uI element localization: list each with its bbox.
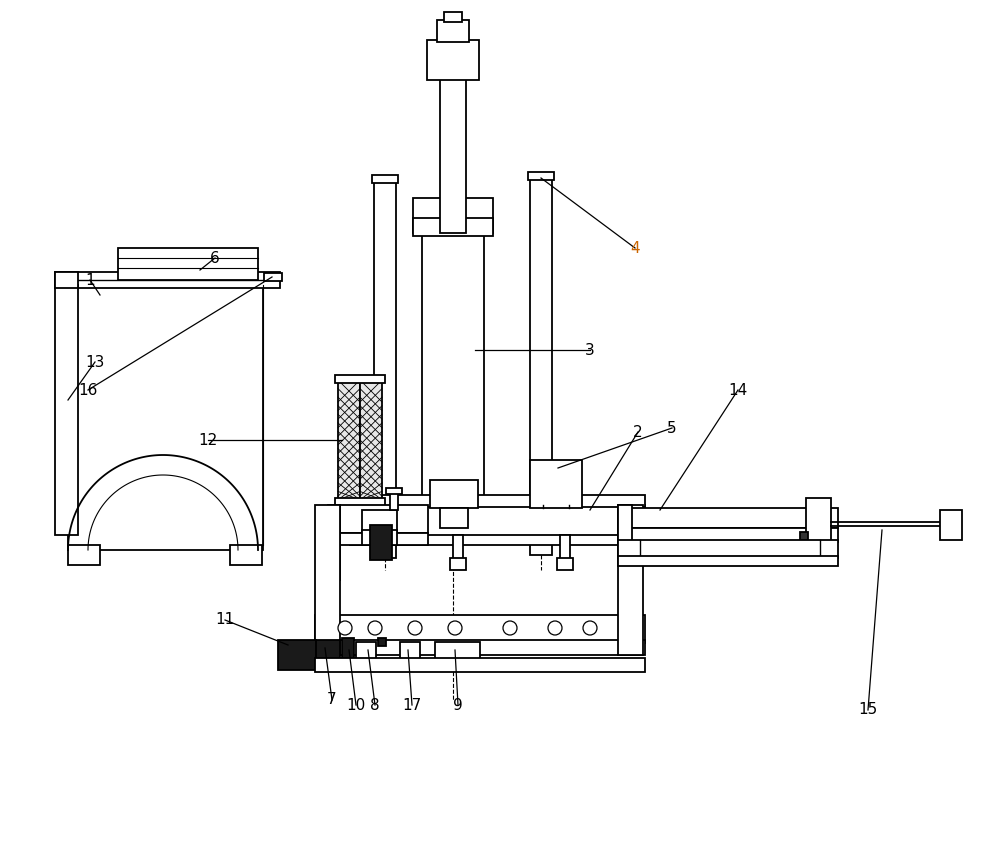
Text: 12: 12 xyxy=(198,432,218,448)
Text: 5: 5 xyxy=(667,420,677,436)
Bar xyxy=(450,558,466,570)
Bar xyxy=(315,658,645,672)
Bar xyxy=(386,488,402,494)
Bar xyxy=(528,172,554,180)
Bar xyxy=(68,285,263,550)
Circle shape xyxy=(448,621,462,635)
Bar xyxy=(350,535,645,545)
Text: 13: 13 xyxy=(85,354,105,370)
Bar xyxy=(440,508,468,528)
Bar xyxy=(230,545,262,565)
Bar xyxy=(618,556,838,566)
Bar xyxy=(118,248,258,280)
Bar xyxy=(806,498,831,550)
Bar xyxy=(422,230,484,520)
Bar xyxy=(338,505,428,533)
Bar xyxy=(453,535,463,560)
Bar xyxy=(315,505,340,655)
Circle shape xyxy=(583,621,597,635)
Bar xyxy=(800,532,808,540)
Text: 1: 1 xyxy=(85,272,95,288)
Circle shape xyxy=(548,621,562,635)
Bar xyxy=(350,505,645,537)
Bar xyxy=(328,505,340,580)
Bar xyxy=(618,508,838,528)
Bar xyxy=(338,380,360,500)
Bar xyxy=(362,510,397,532)
Bar xyxy=(560,535,570,560)
Text: 10: 10 xyxy=(346,698,366,712)
Bar xyxy=(315,640,340,668)
Text: 14: 14 xyxy=(728,383,748,397)
Bar xyxy=(413,198,493,233)
Bar xyxy=(55,272,280,288)
Bar xyxy=(356,642,376,668)
Bar xyxy=(370,525,392,560)
Circle shape xyxy=(503,621,517,635)
Bar xyxy=(315,640,645,655)
Bar xyxy=(440,78,466,233)
Bar xyxy=(618,505,632,542)
Circle shape xyxy=(368,621,382,635)
Bar xyxy=(335,498,385,506)
Bar xyxy=(278,640,316,670)
Bar xyxy=(68,545,100,565)
Bar xyxy=(55,272,78,288)
Bar xyxy=(435,642,480,668)
Text: 8: 8 xyxy=(370,698,380,712)
Bar xyxy=(372,175,398,183)
Bar xyxy=(338,533,428,545)
Bar xyxy=(315,615,645,643)
Text: 17: 17 xyxy=(402,698,422,712)
Text: 9: 9 xyxy=(453,698,463,712)
Bar xyxy=(557,558,573,570)
Bar xyxy=(437,20,469,42)
Bar xyxy=(618,528,838,542)
Bar xyxy=(530,460,582,508)
Text: 15: 15 xyxy=(858,703,878,717)
Bar xyxy=(444,12,462,22)
Bar xyxy=(360,380,382,500)
Bar xyxy=(390,490,398,510)
Circle shape xyxy=(338,621,352,635)
Text: 4: 4 xyxy=(630,241,640,255)
Bar xyxy=(400,642,420,668)
Bar xyxy=(413,218,493,236)
Bar xyxy=(374,178,396,558)
Text: 6: 6 xyxy=(210,251,220,265)
Bar xyxy=(342,638,354,668)
Bar xyxy=(55,285,78,535)
Text: 16: 16 xyxy=(78,383,98,397)
Bar xyxy=(350,495,645,507)
Bar xyxy=(378,638,386,646)
Text: 11: 11 xyxy=(215,613,235,627)
Text: 7: 7 xyxy=(327,693,337,708)
Bar xyxy=(618,505,643,655)
Bar xyxy=(335,375,385,383)
Bar xyxy=(362,530,397,545)
Text: 2: 2 xyxy=(633,425,643,439)
Circle shape xyxy=(408,621,422,635)
Bar xyxy=(264,273,282,281)
Bar xyxy=(427,40,479,80)
Bar xyxy=(530,175,552,555)
Text: 3: 3 xyxy=(585,342,595,358)
Bar xyxy=(430,480,478,508)
Bar xyxy=(940,510,962,540)
Bar xyxy=(618,540,838,558)
